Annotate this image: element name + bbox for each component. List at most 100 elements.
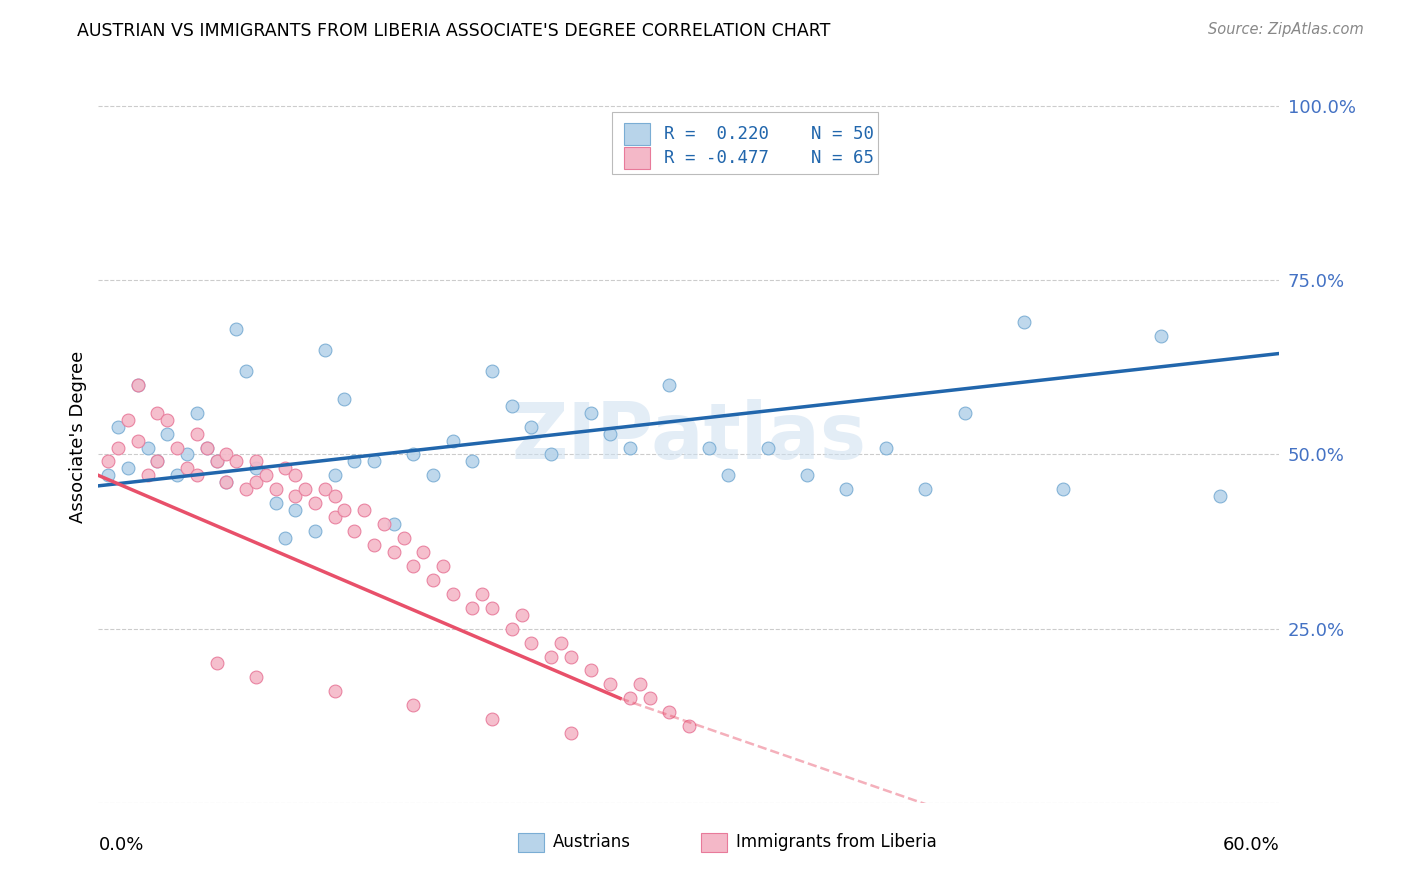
Y-axis label: Associate's Degree: Associate's Degree bbox=[69, 351, 87, 524]
Point bbox=[953, 406, 976, 420]
Point bbox=[284, 489, 307, 503]
Point bbox=[422, 468, 444, 483]
Text: AUSTRIAN VS IMMIGRANTS FROM LIBERIA ASSOCIATE'S DEGREE CORRELATION CHART: AUSTRIAN VS IMMIGRANTS FROM LIBERIA ASSO… bbox=[77, 22, 831, 40]
Point bbox=[127, 434, 149, 448]
Point bbox=[619, 441, 641, 455]
Point bbox=[461, 600, 484, 615]
FancyBboxPatch shape bbox=[612, 112, 877, 174]
Point bbox=[215, 475, 238, 490]
Point bbox=[205, 454, 228, 468]
Point bbox=[914, 483, 936, 497]
Point bbox=[432, 558, 454, 573]
Point bbox=[264, 483, 287, 497]
Point bbox=[422, 573, 444, 587]
Point bbox=[382, 517, 405, 532]
Point bbox=[166, 468, 188, 483]
Point bbox=[353, 503, 375, 517]
Point bbox=[156, 426, 179, 441]
Point bbox=[284, 468, 307, 483]
Point bbox=[560, 726, 582, 740]
Point bbox=[323, 510, 346, 524]
Point bbox=[520, 635, 543, 649]
Point bbox=[1209, 489, 1232, 503]
Point bbox=[658, 377, 681, 392]
Point bbox=[254, 468, 277, 483]
Point bbox=[97, 468, 120, 483]
Point bbox=[146, 454, 169, 468]
Point bbox=[166, 441, 188, 455]
Text: Austrians: Austrians bbox=[553, 833, 631, 851]
Point bbox=[245, 454, 267, 468]
Point bbox=[323, 684, 346, 698]
FancyBboxPatch shape bbox=[700, 833, 727, 852]
Point bbox=[127, 377, 149, 392]
Point bbox=[333, 503, 356, 517]
Point bbox=[520, 419, 543, 434]
Point bbox=[107, 419, 129, 434]
Point bbox=[471, 587, 494, 601]
Point bbox=[697, 441, 720, 455]
Point bbox=[195, 441, 218, 455]
Point bbox=[117, 412, 139, 426]
Point bbox=[97, 454, 120, 468]
Point bbox=[323, 489, 346, 503]
Point bbox=[186, 468, 208, 483]
Point bbox=[579, 664, 602, 678]
Point bbox=[136, 441, 159, 455]
Point bbox=[441, 434, 464, 448]
FancyBboxPatch shape bbox=[624, 146, 650, 169]
Point bbox=[176, 461, 198, 475]
Point bbox=[579, 406, 602, 420]
Point bbox=[756, 441, 779, 455]
Point bbox=[392, 531, 415, 545]
Point bbox=[412, 545, 434, 559]
Point bbox=[136, 468, 159, 483]
Point bbox=[274, 461, 297, 475]
Point bbox=[540, 448, 562, 462]
Point bbox=[875, 441, 897, 455]
Point bbox=[1052, 483, 1074, 497]
Point bbox=[176, 448, 198, 462]
Point bbox=[1012, 315, 1035, 329]
Point bbox=[245, 670, 267, 684]
Point bbox=[225, 322, 247, 336]
Point bbox=[441, 587, 464, 601]
Point bbox=[717, 468, 740, 483]
Point bbox=[599, 426, 621, 441]
Point bbox=[481, 364, 503, 378]
Point bbox=[215, 475, 238, 490]
Point bbox=[560, 649, 582, 664]
Point bbox=[127, 377, 149, 392]
Point bbox=[619, 691, 641, 706]
Point bbox=[333, 392, 356, 406]
Point bbox=[540, 649, 562, 664]
Point bbox=[314, 343, 336, 357]
Point bbox=[314, 483, 336, 497]
Point bbox=[235, 483, 257, 497]
Text: 0.0%: 0.0% bbox=[98, 836, 143, 854]
Point bbox=[264, 496, 287, 510]
Point bbox=[599, 677, 621, 691]
Point bbox=[205, 657, 228, 671]
Point bbox=[373, 517, 395, 532]
Point bbox=[186, 406, 208, 420]
Point bbox=[638, 691, 661, 706]
Point bbox=[678, 719, 700, 733]
FancyBboxPatch shape bbox=[624, 122, 650, 145]
Point bbox=[235, 364, 257, 378]
Point bbox=[205, 454, 228, 468]
Point bbox=[245, 475, 267, 490]
Point bbox=[304, 496, 326, 510]
Point bbox=[402, 448, 425, 462]
Point bbox=[461, 454, 484, 468]
Point bbox=[323, 468, 346, 483]
Point bbox=[146, 406, 169, 420]
Point bbox=[186, 426, 208, 441]
Point bbox=[658, 705, 681, 719]
Point bbox=[796, 468, 818, 483]
Point bbox=[284, 503, 307, 517]
Point bbox=[501, 622, 523, 636]
Point bbox=[117, 461, 139, 475]
Text: R = -0.477    N = 65: R = -0.477 N = 65 bbox=[664, 149, 875, 167]
Point bbox=[501, 399, 523, 413]
